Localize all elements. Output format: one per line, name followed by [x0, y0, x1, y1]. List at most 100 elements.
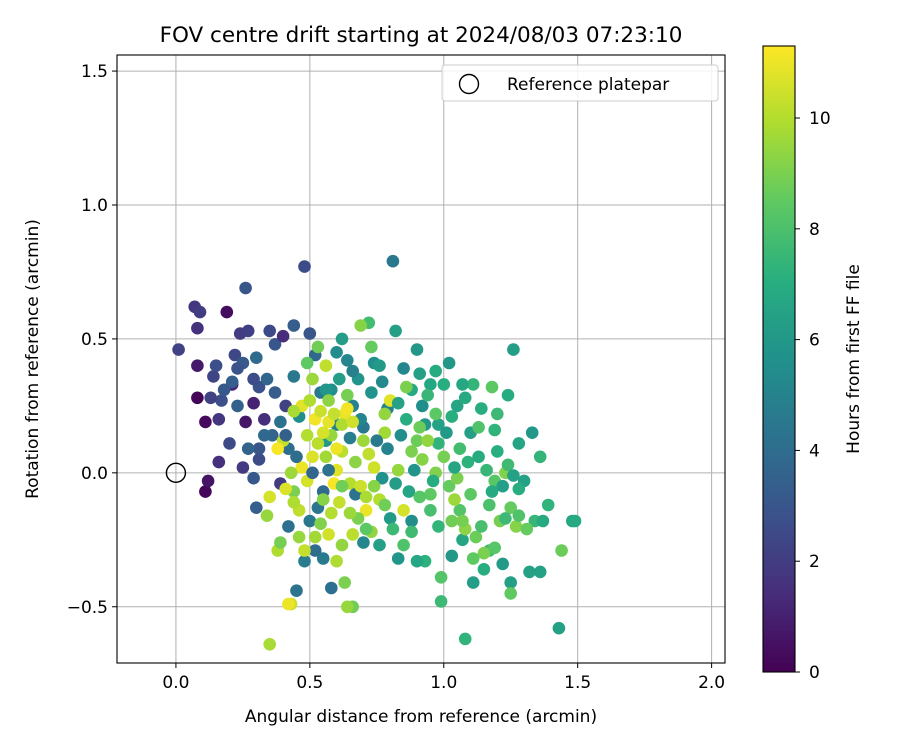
scatter-point — [466, 552, 480, 565]
scatter-point — [391, 463, 405, 477]
scatter-point — [271, 442, 285, 456]
x-tick-label: 0.0 — [162, 673, 189, 693]
scatter-point — [287, 404, 301, 418]
scatter-point — [424, 378, 437, 391]
scatter-point — [249, 501, 263, 514]
colorbar-tick-label: 10 — [809, 109, 831, 129]
scatter-point — [509, 520, 523, 533]
scatter-point — [391, 396, 405, 410]
scatter-point — [228, 348, 242, 362]
scatter-point — [466, 378, 480, 391]
scatter-point — [354, 319, 368, 332]
scatter-point — [400, 380, 413, 394]
scatter-point — [437, 378, 451, 391]
y-axis-label: Rotation from reference (arcmin) — [23, 219, 43, 499]
scatter-point — [172, 343, 185, 356]
scatter-point — [523, 565, 536, 579]
scatter-point — [424, 488, 437, 501]
scatter-point — [442, 479, 456, 493]
scatter-point — [410, 434, 424, 448]
scatter-point — [496, 557, 510, 571]
scatter-point — [319, 359, 333, 373]
scatter-point — [442, 356, 456, 370]
x-tick-label: 1.5 — [564, 673, 591, 693]
scatter-point — [298, 544, 311, 557]
scatter-point — [308, 544, 322, 557]
scatter-point — [325, 581, 338, 595]
scatter-point — [231, 399, 244, 413]
x-tick-label: 1.0 — [430, 673, 457, 693]
scatter-point — [274, 415, 287, 429]
reference-point-marker — [165, 462, 187, 484]
scatter-point — [491, 407, 504, 421]
scatter-point — [314, 517, 327, 530]
scatter-point — [225, 375, 239, 389]
scatter-point — [448, 461, 461, 474]
scatter-point — [533, 565, 547, 579]
scatter-point — [295, 461, 309, 474]
scatter-point — [327, 407, 341, 421]
scatter-point — [359, 522, 373, 536]
legend-entry-reference: Reference platepar — [507, 75, 669, 95]
scatter-point — [217, 383, 231, 397]
scatter-point — [448, 493, 461, 506]
scatter-point — [464, 488, 477, 501]
x-tick-label: 2.0 — [698, 673, 725, 693]
scatter-point — [290, 584, 303, 597]
scatter-point — [378, 426, 392, 440]
x-axis-label: Angular distance from reference (arcmin) — [245, 707, 597, 727]
scatter-point — [485, 380, 499, 394]
scatter-point — [357, 536, 370, 549]
grid-lines — [117, 55, 725, 663]
scatter-point — [458, 632, 472, 646]
scatter-point — [421, 388, 435, 402]
scatter-point — [346, 415, 360, 429]
scatter-point — [236, 461, 250, 474]
scatter-point — [507, 469, 520, 482]
scatter-point — [434, 595, 448, 608]
scatter-point — [536, 514, 550, 528]
scatter-point — [303, 514, 317, 528]
scatter-point — [341, 600, 354, 614]
scatter-point — [504, 501, 517, 514]
colorbar: 0 2 4 6 8 10 Hours from first FF file — [762, 45, 864, 683]
scatter-point — [335, 538, 349, 552]
scatter-point — [311, 340, 325, 354]
y-tick-label: 1.5 — [81, 62, 108, 82]
scatter-point — [499, 512, 512, 525]
scatter-point — [434, 571, 448, 584]
scatter-point — [346, 364, 360, 378]
scatter-point — [501, 388, 515, 402]
scatter-point — [410, 554, 424, 568]
scatter-point — [373, 538, 386, 552]
scatter-point — [507, 343, 520, 356]
scatter-point — [282, 597, 295, 611]
scatter-point — [193, 305, 207, 319]
scatter-point — [300, 429, 314, 442]
scatter-point — [325, 506, 338, 520]
scatter-point — [300, 356, 314, 370]
scatter-point — [220, 305, 234, 319]
scatter-point — [496, 479, 510, 493]
scatter-point — [512, 509, 526, 522]
scatter-point — [335, 332, 349, 346]
scatter-point — [453, 442, 467, 456]
scatter-point — [410, 343, 424, 356]
scatter-point — [456, 378, 469, 391]
scatter-point — [450, 399, 464, 413]
scatter-point — [413, 367, 427, 381]
y-tick-label: −0.5 — [67, 598, 108, 618]
scatter-point — [397, 504, 410, 517]
scatter-point — [330, 554, 343, 568]
scatter-point — [330, 346, 343, 359]
y-tick-label: 0.5 — [81, 330, 108, 350]
scatter-point — [456, 514, 469, 528]
axes: 0.0 0.5 1.0 1.5 2.0 −0.5 0.0 0.5 1.0 1.5 — [67, 62, 725, 693]
colorbar-ticks: 0 2 4 6 8 10 — [795, 109, 831, 683]
scatter-point — [247, 396, 260, 410]
scatter-point — [333, 496, 346, 509]
scatter-point — [378, 498, 392, 512]
scatter-point — [504, 576, 517, 589]
scatter-point — [201, 474, 215, 488]
scatter-point — [354, 479, 368, 493]
